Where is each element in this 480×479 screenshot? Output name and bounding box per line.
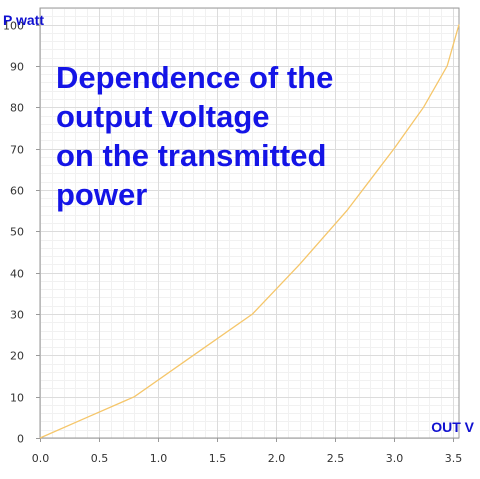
chart-title: Dependence of the output voltage on the … xyxy=(56,58,386,214)
title-line-1: Dependence of the xyxy=(56,60,334,95)
y-tick-label: 50 xyxy=(10,226,24,239)
x-tick-label: 1.0 xyxy=(150,452,168,465)
x-tick-label: 1.5 xyxy=(209,452,227,465)
plot-border xyxy=(39,7,460,439)
y-tick-label: 100 xyxy=(3,20,24,33)
series-line xyxy=(39,24,460,439)
y-tick-label: 0 xyxy=(17,433,24,446)
y-tick-label: 30 xyxy=(10,309,24,322)
x-tick-label: 2.0 xyxy=(268,452,286,465)
x-axis-ticks: 0.0 0.5 1.0 1.5 2.0 2.5 3.0 3.5 xyxy=(32,438,463,465)
x-tick-label: 0.0 xyxy=(32,452,50,465)
y-tick-label: 20 xyxy=(10,350,24,363)
x-tick-label: 3.0 xyxy=(386,452,404,465)
x-axis-title: OUT V xyxy=(431,419,474,435)
y-tick-label: 40 xyxy=(10,268,24,281)
y-tick-label: 90 xyxy=(10,61,24,74)
x-tick-label: 0.5 xyxy=(91,452,109,465)
y-axis-ticks: 0 10 20 30 40 50 60 70 80 90 100 xyxy=(3,20,40,446)
x-tick-label: 3.5 xyxy=(445,452,463,465)
title-line-3: on the transmitted xyxy=(56,138,327,173)
y-axis-title: P watt xyxy=(3,12,44,28)
y-tick-label: 60 xyxy=(10,185,24,198)
y-tick-label: 10 xyxy=(10,392,24,405)
title-line-4: power xyxy=(56,177,148,212)
y-tick-label: 70 xyxy=(10,144,24,157)
grid xyxy=(40,8,459,439)
y-tick-label: 80 xyxy=(10,102,24,115)
title-line-2: output voltage xyxy=(56,99,270,134)
x-tick-label: 2.5 xyxy=(327,452,345,465)
